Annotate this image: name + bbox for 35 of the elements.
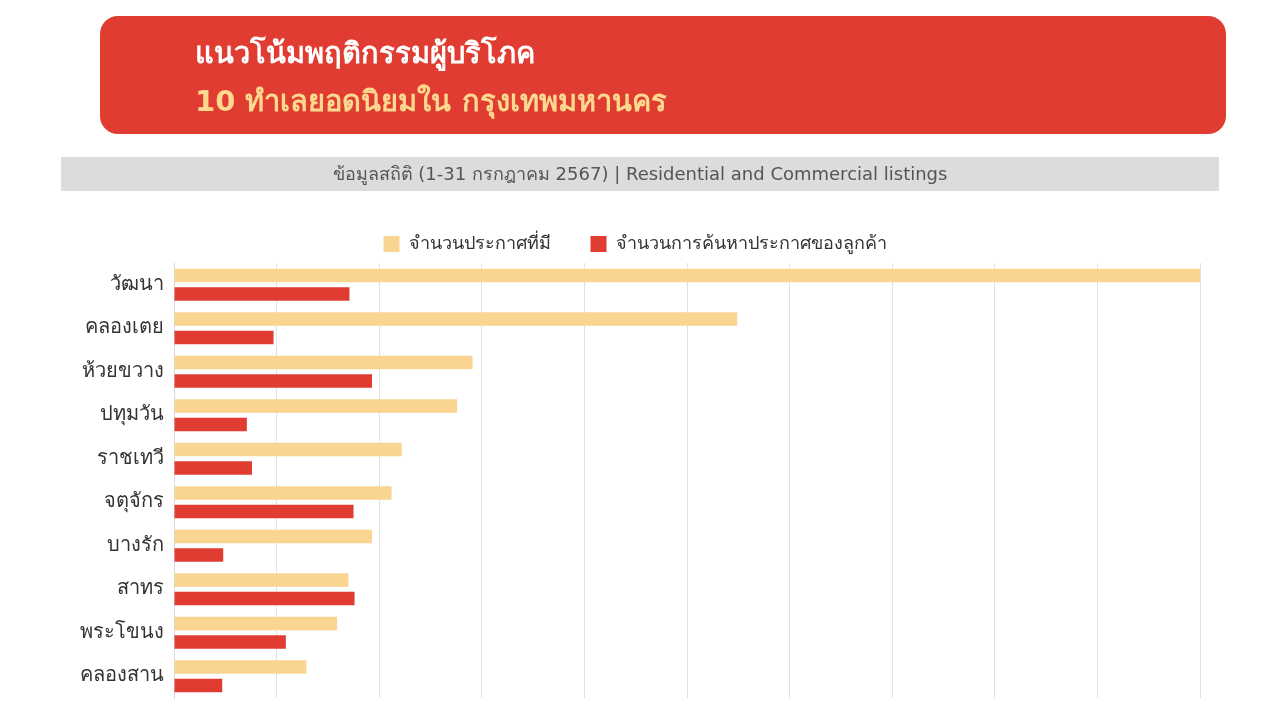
y-tick-label: ราชเทวี bbox=[97, 444, 164, 469]
legend-label: จำนวนการค้นหาประกาศของลูกค้า bbox=[615, 231, 887, 254]
y-tick-label: ปทุมวัน bbox=[100, 401, 164, 427]
y-tick-label: ห้วยขวาง bbox=[82, 357, 164, 382]
bar bbox=[174, 268, 1200, 283]
y-tick-label: จตุจักร bbox=[104, 488, 164, 514]
bar bbox=[174, 461, 252, 475]
y-tick-label: คลองสาน bbox=[80, 662, 164, 687]
bar bbox=[174, 287, 350, 301]
bar bbox=[174, 678, 223, 693]
bar bbox=[174, 417, 247, 432]
y-tick-label: พระโขนง bbox=[80, 618, 164, 643]
y-tick-label: วัฒนา bbox=[110, 270, 164, 295]
bar bbox=[174, 355, 473, 370]
bar bbox=[174, 660, 307, 674]
bar bbox=[174, 635, 286, 649]
y-tick-label: บางรัก bbox=[107, 531, 164, 556]
bar bbox=[174, 330, 274, 345]
legend-label: จำนวนประกาศที่มี bbox=[408, 229, 551, 253]
bar bbox=[174, 442, 402, 457]
bar bbox=[174, 591, 355, 606]
bar bbox=[174, 616, 338, 631]
bar bbox=[174, 529, 373, 544]
chart-title: แนวโน้มพฤติกรรมผู้บริโภค bbox=[195, 35, 535, 73]
bar bbox=[174, 548, 224, 562]
bar bbox=[174, 312, 738, 326]
bar bbox=[174, 486, 392, 500]
bar bbox=[174, 399, 458, 413]
bar bbox=[174, 504, 354, 519]
y-tick-label: สาทร bbox=[117, 575, 164, 600]
text: ข้อมูลสถิติ (1-31 กรกฎาคม 2567) | Residential and Commercial listings bbox=[61, 157, 1219, 191]
bar bbox=[174, 573, 349, 587]
chart-subtitle: 10 ทำเลยอดนิยมใน กรุงเทพมหานคร bbox=[195, 83, 667, 121]
bar bbox=[174, 374, 373, 388]
y-tick-label: คลองเตย bbox=[85, 314, 164, 339]
